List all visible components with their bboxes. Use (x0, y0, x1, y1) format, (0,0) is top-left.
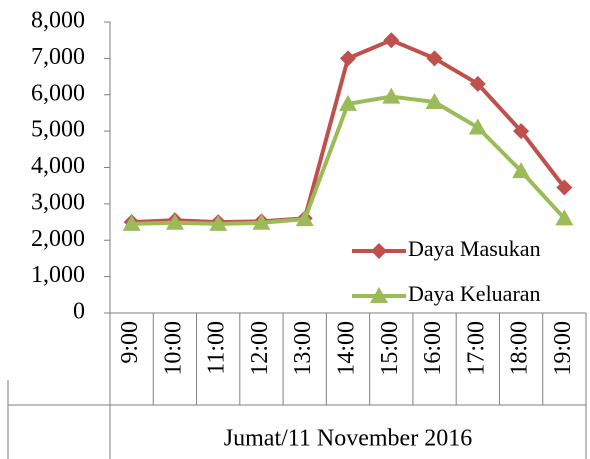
marker (425, 93, 444, 110)
x-tick-label: 14:00 (334, 321, 360, 376)
y-tick-label: 6,000 (31, 80, 85, 106)
marker (382, 87, 401, 104)
marker (512, 162, 531, 179)
marker (165, 213, 184, 230)
marker (209, 214, 228, 231)
x-tick-label: 10:00 (160, 321, 186, 376)
y-tick-label: 0 (73, 299, 85, 325)
marker (252, 213, 271, 230)
x-tick-label: 12:00 (247, 321, 273, 376)
marker (339, 94, 357, 111)
marker (469, 75, 486, 92)
y-tick-label: 3,000 (31, 189, 85, 215)
x-tick-label: 18:00 (507, 321, 533, 376)
legend-label: Daya Masukan (408, 236, 541, 261)
marker (513, 123, 530, 140)
x-tick-label: 15:00 (377, 321, 403, 376)
marker (340, 50, 356, 67)
marker (383, 32, 400, 49)
x-tick-label: 13:00 (290, 321, 316, 376)
y-tick-label: 8,000 (31, 8, 85, 34)
y-tick-label: 2,000 (31, 226, 85, 252)
y-tick-label: 4,000 (31, 153, 85, 179)
marker (556, 179, 573, 196)
x-axis-label: Jumat/11 November 2016 (224, 426, 472, 452)
line (131, 38, 566, 225)
x-tick-label: 9:00 (117, 321, 143, 364)
legend-label: Daya Keluaran (408, 281, 541, 306)
x-tick-label: 16:00 (420, 321, 446, 376)
legend-marker (371, 243, 387, 259)
marker (295, 210, 314, 227)
marker (468, 118, 487, 135)
y-tick-label: 5,000 (31, 117, 85, 143)
y-tick-label: 7,000 (31, 44, 85, 70)
x-tick-label: 17:00 (463, 321, 489, 376)
marker (555, 209, 574, 226)
y-tick-label: 1,000 (31, 262, 85, 288)
line (131, 94, 566, 226)
marker (122, 214, 141, 231)
legend-marker (370, 287, 388, 303)
x-tick-label: 11:00 (204, 321, 230, 375)
x-tick-label: 19:00 (550, 321, 576, 376)
marker (426, 50, 443, 67)
